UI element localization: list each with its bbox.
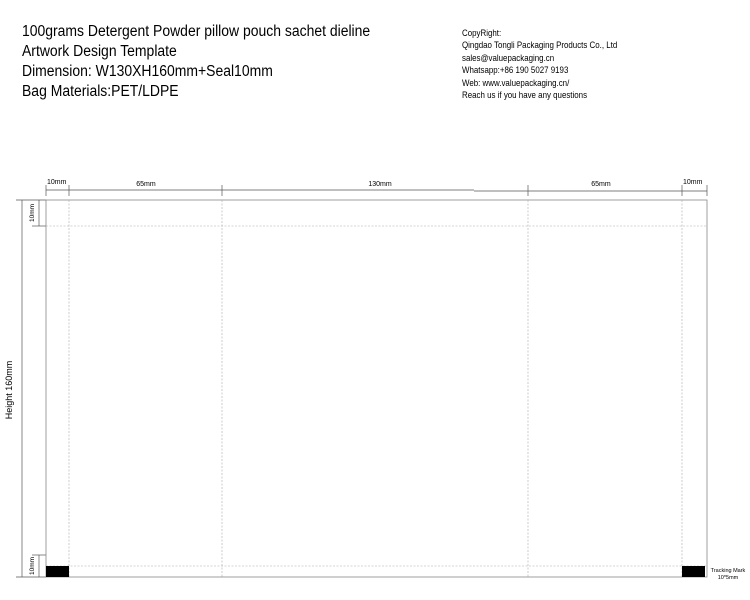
title-line: Dimension: W130XH160mm+Seal10mm [22, 63, 273, 80]
left-dimension-lines [16, 199, 46, 578]
contact-line: sales@valuepackaging.cn [462, 52, 555, 63]
tracking-mark-right [682, 566, 705, 577]
document-title-block: 100grams Detergent Powder pillow pouch s… [22, 22, 370, 102]
title-line: Artwork Design Template [22, 43, 177, 60]
dim-height: Height 160mm [4, 361, 14, 420]
dim-left-gusset: 65mm [136, 181, 156, 188]
dim-front-width: 130mm [368, 181, 392, 188]
contact-line: Web: www.valuepackaging.cn/ [462, 77, 570, 88]
tracking-mark-label: Tracking Mark [711, 568, 746, 574]
tracking-mark-left [46, 566, 69, 577]
contact-line: Qingdao Tongli Packaging Products Co., L… [462, 40, 618, 51]
dim-right-seal: 10mm [683, 179, 703, 186]
dim-right-gusset: 65mm [591, 181, 611, 188]
dim-top-seal: 10mm [29, 204, 36, 222]
bag-outline [45, 199, 708, 578]
contact-line: Whatsapp:+86 190 5027 9193 [462, 65, 569, 76]
title-line: Bag Materials:PET/LDPE [22, 83, 179, 100]
title-line: 100grams Detergent Powder pillow pouch s… [22, 23, 371, 40]
dim-bottom-seal: 10mm [29, 557, 36, 575]
fold-lines [46, 200, 707, 577]
contact-block: CopyRight: Qingdao Tongli Packaging Prod… [462, 27, 617, 101]
tracking-mark-size: 10*5mm [718, 575, 739, 581]
top-dimension-line [45, 185, 708, 196]
contact-line: CopyRight: [462, 28, 502, 38]
dim-left-seal: 10mm [47, 179, 67, 186]
contact-line: Reach us if you have any questions [462, 90, 588, 101]
